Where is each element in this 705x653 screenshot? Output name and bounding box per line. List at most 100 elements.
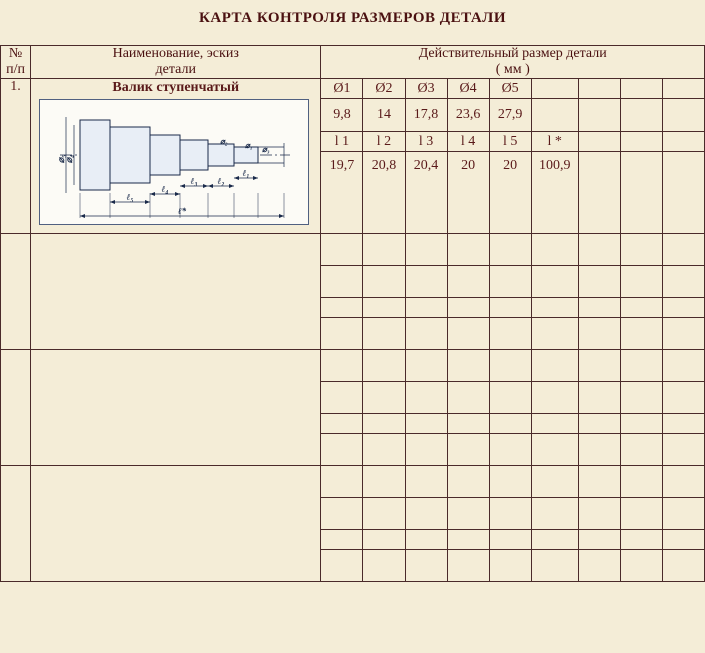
c — [405, 530, 447, 550]
c — [405, 550, 447, 582]
hdr-num: № п/п — [1, 46, 31, 79]
l-h6: l * — [531, 132, 578, 152]
l-v9 — [662, 152, 704, 234]
c — [447, 350, 489, 382]
l-v5: 20 — [489, 152, 531, 234]
c — [405, 498, 447, 530]
d-h5: Ø5 — [489, 79, 531, 99]
c — [578, 298, 620, 318]
c — [489, 498, 531, 530]
hdr-num-top: № — [9, 46, 22, 61]
c — [321, 414, 363, 434]
c — [578, 318, 620, 350]
c — [447, 466, 489, 498]
c — [447, 550, 489, 582]
c — [620, 266, 662, 298]
c — [620, 234, 662, 266]
c — [489, 466, 531, 498]
c — [447, 530, 489, 550]
c — [447, 298, 489, 318]
c — [489, 350, 531, 382]
sketch-box: ℓ₁ℓ₂ℓ₃ℓ₄ℓ₅ℓ*⌀₅⌀₄⌀₁⌀₂⌀₃ — [39, 99, 309, 225]
c — [363, 434, 405, 466]
c — [531, 530, 578, 550]
c — [662, 382, 704, 414]
c — [363, 530, 405, 550]
svg-text:⌀₁: ⌀₁ — [245, 141, 253, 150]
c — [662, 530, 704, 550]
page-title: КАРТА КОНТРОЛЯ РАЗМЕРОВ ДЕТАЛИ — [0, 0, 705, 45]
l-v7 — [578, 152, 620, 234]
c — [447, 382, 489, 414]
l-v1: 19,7 — [321, 152, 363, 234]
c — [489, 234, 531, 266]
d-h3: Ø3 — [405, 79, 447, 99]
l-h2: l 2 — [363, 132, 405, 152]
c — [531, 498, 578, 530]
c — [489, 434, 531, 466]
svg-text:⌀₂: ⌀₂ — [220, 137, 228, 146]
l-h1: l 1 — [321, 132, 363, 152]
d-v1: 9,8 — [321, 99, 363, 132]
page: КАРТА КОНТРОЛЯ РАЗМЕРОВ ДЕТАЛИ № п/п Наи… — [0, 0, 705, 653]
d-h2: Ø2 — [363, 79, 405, 99]
l-v6: 100,9 — [531, 152, 578, 234]
c — [489, 318, 531, 350]
hdr-dim: Действительный размер детали ( мм ) — [321, 46, 705, 79]
c — [531, 318, 578, 350]
d-h8 — [620, 79, 662, 99]
c — [578, 414, 620, 434]
hdr-name-bot: детали — [156, 62, 196, 77]
c — [321, 382, 363, 414]
c — [578, 434, 620, 466]
c — [363, 298, 405, 318]
part-title: Валик ступенчатый — [31, 79, 320, 97]
d-v9 — [662, 99, 704, 132]
c — [321, 530, 363, 550]
c — [620, 414, 662, 434]
c — [662, 498, 704, 530]
c — [321, 434, 363, 466]
c — [531, 298, 578, 318]
d-v7 — [578, 99, 620, 132]
c — [363, 466, 405, 498]
l-h8 — [620, 132, 662, 152]
c — [363, 234, 405, 266]
row1-num: 1. — [1, 79, 31, 234]
c — [531, 266, 578, 298]
c — [405, 434, 447, 466]
c — [321, 466, 363, 498]
c — [489, 298, 531, 318]
c — [363, 414, 405, 434]
c — [489, 382, 531, 414]
l-v4: 20 — [447, 152, 489, 234]
c — [578, 234, 620, 266]
c — [321, 234, 363, 266]
hdr-name: Наименование, эскиз детали — [31, 46, 321, 79]
c — [662, 234, 704, 266]
row2-num — [1, 234, 31, 350]
row2-name — [31, 234, 321, 350]
l-v2: 20,8 — [363, 152, 405, 234]
c — [662, 466, 704, 498]
row1-name-cell: Валик ступенчатый ℓ₁ℓ₂ℓ₃ℓ₄ℓ₅ℓ*⌀₅⌀₄⌀₁⌀₂⌀₃ — [31, 79, 321, 234]
hdr-name-top: Наименование, эскиз — [113, 46, 239, 61]
c — [531, 466, 578, 498]
d-h1: Ø1 — [321, 79, 363, 99]
c — [447, 434, 489, 466]
c — [405, 318, 447, 350]
c — [620, 466, 662, 498]
c — [363, 318, 405, 350]
d-h4: Ø4 — [447, 79, 489, 99]
c — [531, 382, 578, 414]
l-h9 — [662, 132, 704, 152]
row3-name — [31, 350, 321, 466]
d-v2: 14 — [363, 99, 405, 132]
svg-text:ℓ₄: ℓ₄ — [162, 184, 169, 194]
hdr-dim-top: Действительный размер детали — [419, 46, 607, 61]
c — [662, 350, 704, 382]
c — [405, 234, 447, 266]
c — [662, 434, 704, 466]
c — [578, 550, 620, 582]
sketch-svg: ℓ₁ℓ₂ℓ₃ℓ₄ℓ₅ℓ*⌀₅⌀₄⌀₁⌀₂⌀₃ — [40, 100, 308, 224]
